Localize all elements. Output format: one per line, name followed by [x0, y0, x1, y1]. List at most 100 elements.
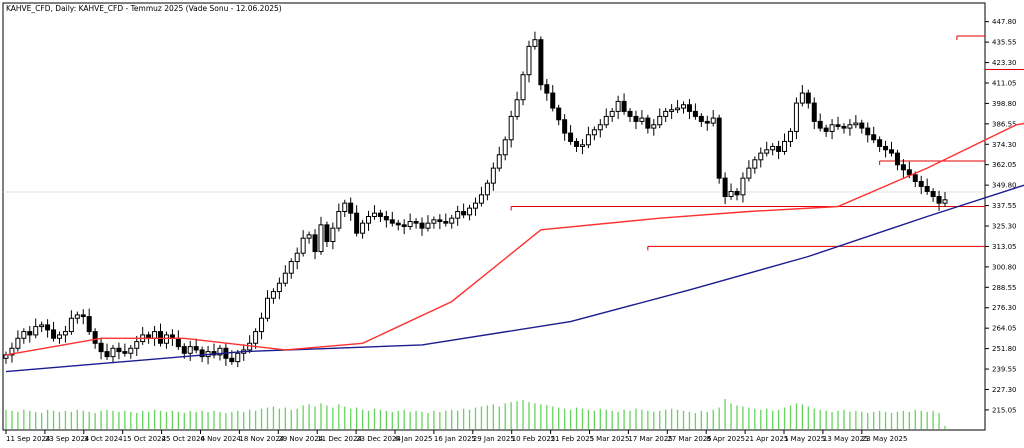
x-tick-label: 16 Jan 2025	[434, 435, 476, 443]
moving-average-fast-line	[5, 122, 1024, 356]
candle-bullish	[585, 134, 591, 146]
candle-bullish	[609, 110, 615, 117]
x-tick-label: 1 May 2025	[784, 435, 825, 443]
candle-bearish	[900, 164, 906, 171]
candle-bullish	[74, 314, 80, 319]
candle-bullish	[675, 107, 681, 111]
candle-bearish	[86, 316, 92, 333]
candle-bearish	[116, 347, 122, 353]
x-tick-label: 18 Nov 2024	[239, 435, 284, 443]
chart-title: KAHVE_CFD, Daily: KAHVE_CFD - Temmuz 202…	[6, 4, 282, 13]
candle-bullish	[360, 222, 366, 234]
candle-bearish	[443, 221, 449, 224]
candle-bullish	[484, 182, 490, 196]
y-tick-label: 349.80	[992, 182, 1017, 190]
candle-bearish	[556, 107, 562, 121]
candle-bearish	[158, 331, 164, 344]
candle-bullish	[9, 347, 15, 356]
y-tick-label: 386.55	[992, 120, 1017, 128]
candle-bearish	[574, 140, 580, 147]
y-tick-label: 362.05	[992, 161, 1017, 169]
candle-bearish	[865, 127, 871, 136]
candle-bullish	[152, 331, 158, 339]
candle-bullish	[663, 110, 669, 117]
y-tick-label: 239.55	[992, 366, 1017, 374]
y-tick-label: 251.80	[992, 345, 1017, 353]
candle-bullish	[847, 124, 853, 129]
candle-bullish	[455, 210, 461, 219]
x-tick-label: 6 Nov 2024	[201, 435, 242, 443]
candle-bullish	[597, 124, 603, 131]
candle-bullish	[657, 115, 663, 126]
candle-bearish	[633, 115, 639, 122]
candle-bearish	[348, 202, 354, 214]
candle-bullish	[496, 154, 502, 169]
candle-bullish	[342, 202, 348, 212]
candle-bearish	[823, 127, 829, 132]
candle-bearish	[389, 219, 395, 224]
candle-bullish	[782, 140, 788, 152]
candle-bullish	[615, 100, 621, 112]
candle-bearish	[817, 120, 823, 129]
candle-bullish	[318, 224, 324, 253]
y-tick-label: 227.30	[992, 386, 1017, 394]
candle-bearish	[776, 145, 782, 152]
candle-bearish	[698, 115, 704, 122]
candle-bullish	[39, 324, 45, 328]
candle-bearish	[912, 174, 918, 182]
candle-bearish	[562, 119, 568, 134]
x-tick-label: 21 Feb 2025	[551, 435, 595, 443]
candle-bullish	[56, 334, 62, 339]
candle-bullish	[467, 207, 473, 216]
x-tick-label: 21 Apr 2025	[745, 435, 788, 443]
candle-bearish	[936, 195, 942, 204]
candle-bearish	[27, 331, 33, 336]
candle-bullish	[306, 234, 312, 239]
candle-bearish	[550, 92, 556, 109]
candle-bearish	[621, 100, 627, 112]
candle-bearish	[80, 314, 86, 318]
candle-bullish	[300, 237, 306, 254]
candle-bullish	[942, 199, 948, 204]
candle-bullish	[508, 115, 514, 141]
candle-bearish	[930, 190, 936, 197]
candle-bearish	[122, 351, 128, 354]
x-tick-label: 3 Oct 2024	[84, 435, 123, 443]
candle-bullish	[134, 341, 140, 349]
candle-bullish	[473, 202, 478, 209]
y-tick-label: 264.05	[992, 325, 1017, 333]
candle-bullish	[681, 104, 687, 109]
candle-bullish	[787, 130, 793, 142]
y-tick-label: 288.55	[992, 284, 1017, 292]
candle-bullish	[793, 102, 799, 132]
candle-bearish	[51, 329, 57, 339]
candle-bearish	[229, 357, 235, 363]
candle-bullish	[579, 144, 585, 147]
x-tick-label: 29 Nov 2024	[278, 435, 323, 443]
candle-bearish	[92, 331, 98, 344]
x-tick-label: 17 Mar 2025	[628, 435, 672, 443]
candle-bullish	[371, 212, 377, 217]
candle-bearish	[383, 216, 389, 221]
candle-bearish	[538, 39, 544, 86]
y-tick-label: 398.80	[992, 100, 1017, 108]
candle-bullish	[532, 39, 538, 47]
candle-bullish	[770, 145, 776, 151]
candle-bullish	[746, 167, 752, 179]
candle-bullish	[366, 216, 372, 224]
candle-bullish	[853, 122, 859, 126]
y-tick-label: 435.55	[992, 39, 1017, 47]
candle-bearish	[312, 234, 318, 253]
candle-bullish	[270, 291, 276, 299]
candle-bearish	[461, 210, 467, 216]
x-tick-label: 11 Dec 2024	[317, 435, 362, 443]
candle-bearish	[377, 212, 383, 217]
candle-bullish	[740, 177, 746, 196]
candle-bearish	[906, 169, 912, 176]
candle-bearish	[722, 177, 728, 197]
candle-bearish	[704, 120, 710, 124]
candle-bearish	[413, 221, 419, 224]
candle-bullish	[449, 217, 455, 224]
